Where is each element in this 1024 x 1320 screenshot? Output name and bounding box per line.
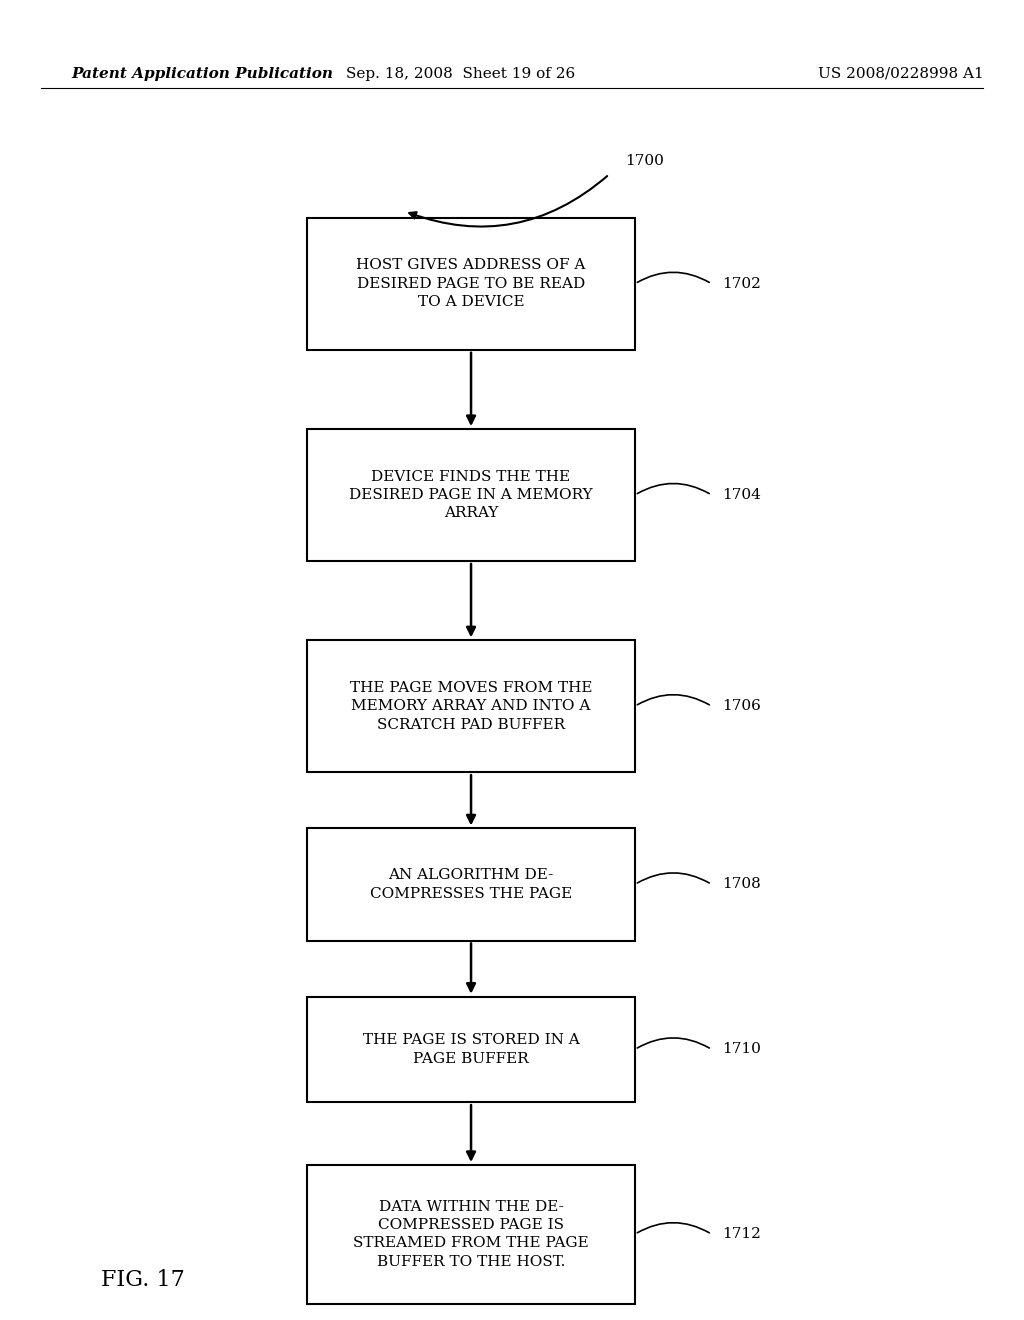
Text: AN ALGORITHM DE-
COMPRESSES THE PAGE: AN ALGORITHM DE- COMPRESSES THE PAGE: [370, 869, 572, 900]
Text: Patent Application Publication: Patent Application Publication: [72, 67, 334, 81]
FancyArrowPatch shape: [637, 272, 710, 282]
Text: 1708: 1708: [722, 878, 761, 891]
Text: 1704: 1704: [722, 488, 761, 502]
FancyArrowPatch shape: [637, 1038, 710, 1048]
FancyBboxPatch shape: [307, 640, 635, 772]
Text: HOST GIVES ADDRESS OF A
DESIRED PAGE TO BE READ
TO A DEVICE: HOST GIVES ADDRESS OF A DESIRED PAGE TO …: [356, 259, 586, 309]
Text: 1702: 1702: [722, 277, 761, 290]
FancyBboxPatch shape: [307, 218, 635, 350]
Text: FIG. 17: FIG. 17: [101, 1270, 185, 1291]
FancyBboxPatch shape: [307, 1166, 635, 1304]
Text: 1712: 1712: [722, 1228, 761, 1241]
Text: Sep. 18, 2008  Sheet 19 of 26: Sep. 18, 2008 Sheet 19 of 26: [346, 67, 575, 81]
FancyArrowPatch shape: [637, 873, 710, 883]
Text: DATA WITHIN THE DE-
COMPRESSED PAGE IS
STREAMED FROM THE PAGE
BUFFER TO THE HOST: DATA WITHIN THE DE- COMPRESSED PAGE IS S…: [353, 1200, 589, 1269]
FancyBboxPatch shape: [307, 429, 635, 561]
FancyArrowPatch shape: [637, 1222, 710, 1233]
FancyBboxPatch shape: [307, 997, 635, 1102]
Text: THE PAGE MOVES FROM THE
MEMORY ARRAY AND INTO A
SCRATCH PAD BUFFER: THE PAGE MOVES FROM THE MEMORY ARRAY AND…: [350, 681, 592, 731]
Text: THE PAGE IS STORED IN A
PAGE BUFFER: THE PAGE IS STORED IN A PAGE BUFFER: [362, 1034, 580, 1065]
Text: DEVICE FINDS THE THE
DESIRED PAGE IN A MEMORY
ARRAY: DEVICE FINDS THE THE DESIRED PAGE IN A M…: [349, 470, 593, 520]
Text: US 2008/0228998 A1: US 2008/0228998 A1: [818, 67, 984, 81]
Text: 1706: 1706: [722, 700, 761, 713]
FancyBboxPatch shape: [307, 829, 635, 940]
Text: 1700: 1700: [625, 154, 664, 168]
Text: 1710: 1710: [722, 1043, 761, 1056]
FancyArrowPatch shape: [637, 483, 710, 494]
FancyArrowPatch shape: [410, 176, 607, 227]
FancyArrowPatch shape: [637, 694, 710, 705]
